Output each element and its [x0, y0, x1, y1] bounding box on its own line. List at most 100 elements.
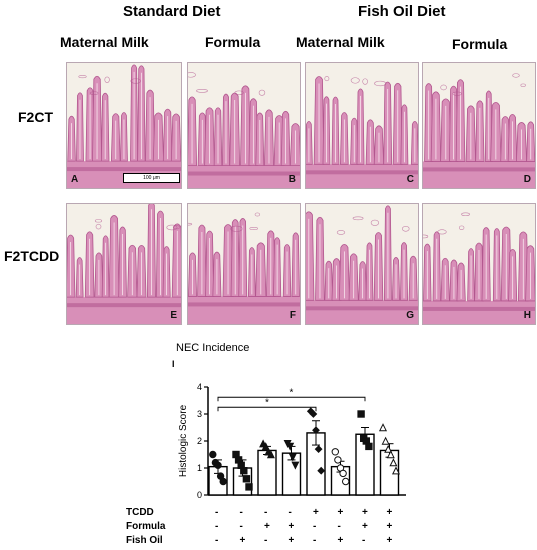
treatment-sign: -	[288, 507, 292, 518]
treatment-sign: -	[264, 507, 268, 518]
data-point	[331, 448, 340, 456]
data-point	[209, 450, 217, 459]
data-point	[214, 461, 222, 470]
data-point	[261, 442, 270, 451]
treatment-sign: +	[313, 507, 319, 518]
diet-header-fish-oil: Fish Oil Diet	[358, 3, 446, 20]
column-header-maternal-milk-1: Maternal Milk	[60, 34, 149, 50]
data-point	[312, 426, 320, 435]
data-point	[219, 477, 227, 486]
treatment-sign: +	[264, 521, 270, 532]
scale-bar: 100 μm	[123, 173, 180, 183]
treatment-sign: -	[313, 535, 317, 546]
data-point	[242, 475, 251, 483]
data-point	[342, 477, 350, 486]
data-point	[339, 469, 347, 478]
histology-panel-d: D	[422, 62, 536, 189]
treatment-sign: +	[337, 535, 344, 546]
y-tick-label: 3	[197, 409, 202, 419]
column-header-formula-2: Formula	[452, 36, 508, 52]
treatment-sign: +	[362, 507, 368, 518]
diet-header-standard: Standard Diet	[123, 3, 221, 20]
treatment-row-label: Fish Oil	[126, 535, 163, 546]
histology-panel-a: A 100 μm	[66, 62, 182, 189]
treatment-sign: -	[215, 535, 219, 546]
y-axis-label: Histologic Score	[178, 404, 189, 477]
y-tick-label: 1	[197, 463, 202, 473]
significance-label: *	[265, 397, 269, 408]
data-point	[384, 444, 393, 453]
column-header-formula-1: Formula	[205, 34, 261, 50]
data-point	[314, 445, 323, 454]
treatment-sign: +	[386, 535, 393, 546]
y-tick-label: 2	[197, 436, 202, 446]
data-point	[245, 483, 253, 491]
treatment-row-label: Formula	[126, 521, 166, 532]
panel-letter: H	[523, 310, 531, 321]
histology-image	[67, 204, 181, 324]
panel-letter: C	[406, 174, 414, 185]
significance-label: *	[290, 387, 294, 398]
treatment-sign: -	[215, 521, 219, 532]
treatment-sign: +	[337, 507, 344, 518]
nec-incidence-chart: I 0 1 2 3 4 Histologic Score * *	[172, 359, 406, 500]
treatment-sign: +	[288, 535, 295, 546]
treatment-sign: -	[313, 521, 317, 532]
scale-bar-label: 100 μm	[143, 175, 160, 181]
row-label-f2tcdd: F2TCDD	[4, 248, 60, 264]
data-point	[357, 410, 365, 418]
data-point	[391, 466, 401, 475]
row-label-f2ct: F2CT	[18, 109, 53, 125]
treatment-sign: +	[362, 521, 368, 532]
histology-panel-f: F	[187, 203, 301, 325]
data-point	[266, 450, 275, 459]
panel-letter: A	[71, 174, 79, 185]
histology-image	[423, 204, 535, 324]
panel-letter: F	[289, 310, 296, 321]
data-point	[386, 450, 395, 459]
panel-letter: B	[288, 174, 296, 185]
panel-letter: G	[406, 310, 414, 321]
data-point	[365, 442, 373, 451]
data-point	[309, 410, 318, 418]
data-point	[334, 456, 342, 464]
histology-image	[188, 204, 300, 324]
treatment-sign: +	[288, 521, 295, 532]
histology-panel-g: G	[305, 203, 419, 325]
significance-bracket	[217, 396, 366, 402]
treatment-sign: +	[386, 507, 393, 518]
panel-letter: E	[170, 310, 177, 321]
treatment-sign: -	[337, 521, 341, 532]
y-tick-label: 0	[197, 490, 202, 500]
significance-bracket	[217, 406, 317, 412]
histology-image	[306, 63, 418, 188]
treatment-sign: -	[264, 535, 268, 546]
data-point	[240, 467, 248, 475]
data-point	[288, 453, 297, 462]
y-tick-label: 4	[197, 382, 202, 392]
data-point	[291, 461, 300, 470]
treatment-sign: -	[215, 507, 219, 518]
histology-panel-e: E	[66, 203, 182, 325]
data-point	[317, 466, 326, 475]
data-point	[286, 442, 295, 451]
treatment-sign: -	[239, 521, 243, 532]
histology-panel-c: C	[305, 62, 419, 189]
data-point	[389, 458, 398, 467]
histology-image	[306, 204, 418, 324]
panel-letter: D	[523, 174, 531, 185]
treatment-row-label: TCDD	[126, 507, 154, 518]
panel-letter-i: I	[172, 359, 175, 369]
column-header-maternal-milk-2: Maternal Milk	[296, 34, 385, 50]
histology-panel-h: H	[422, 203, 536, 325]
treatment-sign: +	[386, 521, 393, 532]
histology-panel-b: B	[187, 62, 301, 189]
treatment-sign: -	[239, 507, 243, 518]
treatment-sign: -	[362, 535, 366, 546]
treatment-sign: +	[239, 535, 246, 546]
histology-image	[188, 63, 300, 188]
data-point	[381, 436, 390, 445]
histology-image	[67, 63, 181, 188]
data-point	[378, 423, 388, 432]
histology-image	[423, 63, 535, 188]
